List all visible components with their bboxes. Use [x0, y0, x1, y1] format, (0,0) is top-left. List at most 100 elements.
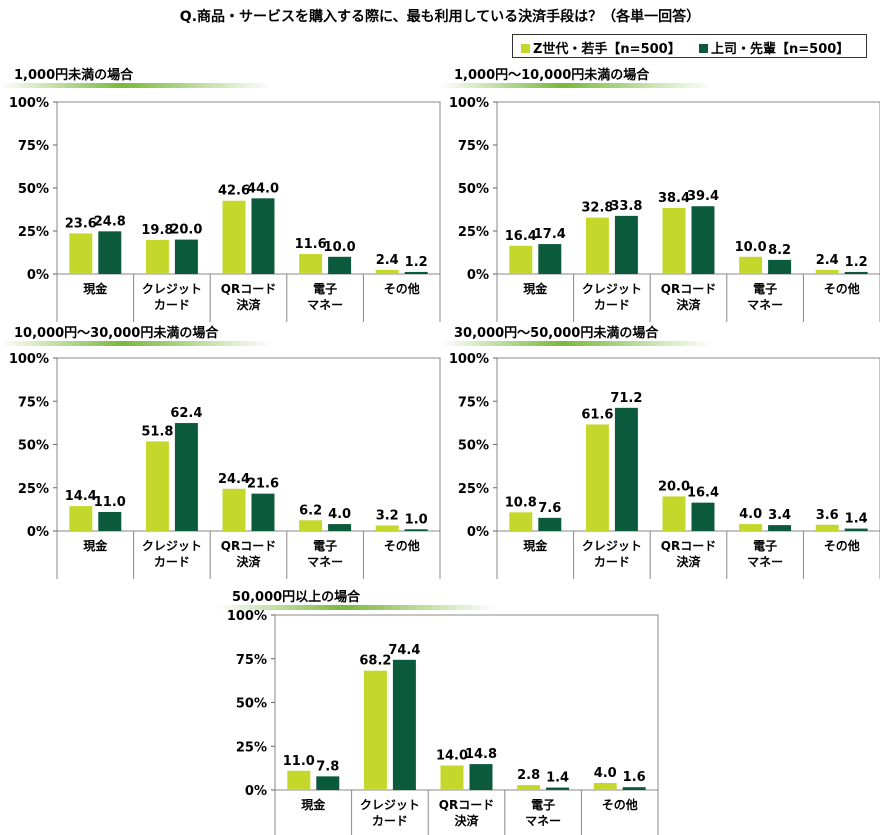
data-label: 7.8 — [316, 759, 339, 774]
data-label: 4.0 — [739, 507, 762, 522]
bar-boss — [614, 215, 638, 274]
data-label: 10.8 — [505, 495, 537, 510]
bar-boss — [691, 502, 715, 531]
page-title: Q.商品・サービスを購入する際に、最も利用している決済手段は？（各単一回答） — [179, 9, 701, 25]
chart-1: 1,000円未満の場合 100% 75% 50% 25% 0% 23.624.8 現金 19.8… — [0, 67, 441, 322]
bar-z-gen — [145, 239, 169, 274]
category-label: QRコード — [221, 539, 276, 553]
category-label: クレジット — [142, 282, 202, 296]
bar-z-gen — [517, 785, 541, 790]
legend-label-boss: 上司・先輩【n=500】 — [711, 42, 850, 57]
chart-2: 1,000円～10,000円未満の場合 100% 75% 50% 25% 0% 16.417… — [440, 67, 880, 322]
y-tick-label: 0% — [467, 525, 489, 540]
category-label: 電子 — [313, 539, 337, 553]
y-tick-label: 25% — [458, 225, 489, 240]
category-label: クレジット — [360, 798, 420, 812]
category-label: 現金 — [301, 797, 326, 812]
data-label: 61.6 — [581, 407, 613, 422]
bar-boss — [844, 528, 868, 531]
bar-z-gen — [509, 245, 533, 274]
y-tick-label: 50% — [458, 439, 489, 454]
category-label: QRコード — [661, 282, 716, 296]
category-label: マネー — [525, 814, 561, 828]
bar-boss — [328, 256, 352, 274]
bar-boss — [98, 231, 122, 274]
data-label: 39.4 — [687, 189, 719, 204]
bar-z-gen — [299, 520, 323, 531]
bar-z-gen — [287, 770, 311, 790]
legend-label-z-gen: Z世代・若手【n=500】 — [533, 42, 681, 57]
data-label: 14.0 — [436, 749, 468, 764]
data-label: 3.4 — [768, 508, 791, 523]
data-label: 62.4 — [170, 406, 202, 421]
bar-z-gen — [145, 441, 169, 531]
data-label: 68.2 — [359, 654, 391, 669]
category-label: カード — [594, 298, 630, 312]
bar-boss — [404, 271, 428, 274]
bar-z-gen — [585, 217, 609, 274]
data-label: 23.6 — [65, 216, 97, 231]
category-label: QRコード — [221, 282, 276, 296]
bar-boss — [622, 787, 646, 790]
bar-z-gen — [69, 506, 93, 531]
data-label: 10.0 — [324, 240, 356, 255]
category-label: カード — [594, 555, 630, 569]
data-label: 1.4 — [845, 512, 868, 527]
data-label: 71.2 — [610, 391, 642, 406]
data-label: 2.4 — [376, 253, 399, 268]
category-label: カード — [372, 814, 408, 828]
data-label: 3.2 — [376, 508, 399, 523]
category-label: 決済 — [454, 813, 479, 828]
category-label: クレジット — [142, 539, 202, 553]
bar-boss — [251, 493, 275, 531]
data-label: 33.8 — [610, 199, 642, 214]
category-label: 決済 — [236, 297, 261, 312]
category-label: その他 — [602, 797, 638, 812]
y-tick-label: 50% — [236, 697, 267, 712]
data-label: 10.0 — [735, 240, 767, 255]
data-label: 11.0 — [283, 754, 315, 769]
y-tick-label: 25% — [458, 482, 489, 497]
bar-boss — [392, 659, 416, 790]
bar-boss — [538, 244, 562, 274]
data-label: 51.8 — [141, 424, 173, 439]
data-label: 20.0 — [170, 223, 202, 238]
data-label: 17.4 — [534, 227, 566, 242]
category-label: カード — [154, 298, 190, 312]
category-label: QRコード — [661, 539, 716, 553]
y-tick-label: 75% — [18, 139, 49, 154]
bar-z-gen — [363, 670, 387, 790]
y-tick-label: 0% — [467, 268, 489, 283]
category-label: 電子 — [531, 798, 555, 812]
bar-boss — [546, 787, 570, 790]
data-label: 7.6 — [538, 501, 561, 516]
data-label: 16.4 — [505, 229, 537, 244]
bar-boss — [174, 423, 198, 531]
data-label: 24.8 — [94, 214, 126, 229]
y-tick-label: 100% — [9, 96, 49, 111]
chart-title: 30,000円～50,000円未満の場合 — [454, 325, 659, 341]
bar-z-gen — [440, 765, 464, 790]
data-label: 21.6 — [247, 477, 279, 492]
bar-z-gen — [739, 256, 763, 274]
data-label: 2.4 — [816, 253, 839, 268]
y-tick-label: 25% — [18, 482, 49, 497]
y-tick-label: 75% — [458, 139, 489, 154]
category-label: 電子 — [753, 539, 777, 553]
bar-z-gen — [662, 496, 686, 531]
data-label: 14.4 — [65, 489, 97, 504]
data-label: 3.6 — [816, 508, 839, 523]
data-label: 2.8 — [517, 768, 540, 783]
data-label: 74.4 — [388, 643, 420, 658]
legend: Z世代・若手【n=500】 上司・先輩【n=500】 — [512, 34, 867, 58]
data-label: 32.8 — [581, 201, 613, 216]
y-tick-label: 0% — [27, 525, 49, 540]
category-label: 決済 — [236, 554, 261, 569]
chart-title-underline — [0, 83, 272, 88]
category-label: その他 — [384, 538, 420, 553]
y-tick-label: 100% — [227, 609, 267, 624]
bar-boss — [768, 259, 792, 274]
data-label: 4.0 — [328, 507, 351, 522]
